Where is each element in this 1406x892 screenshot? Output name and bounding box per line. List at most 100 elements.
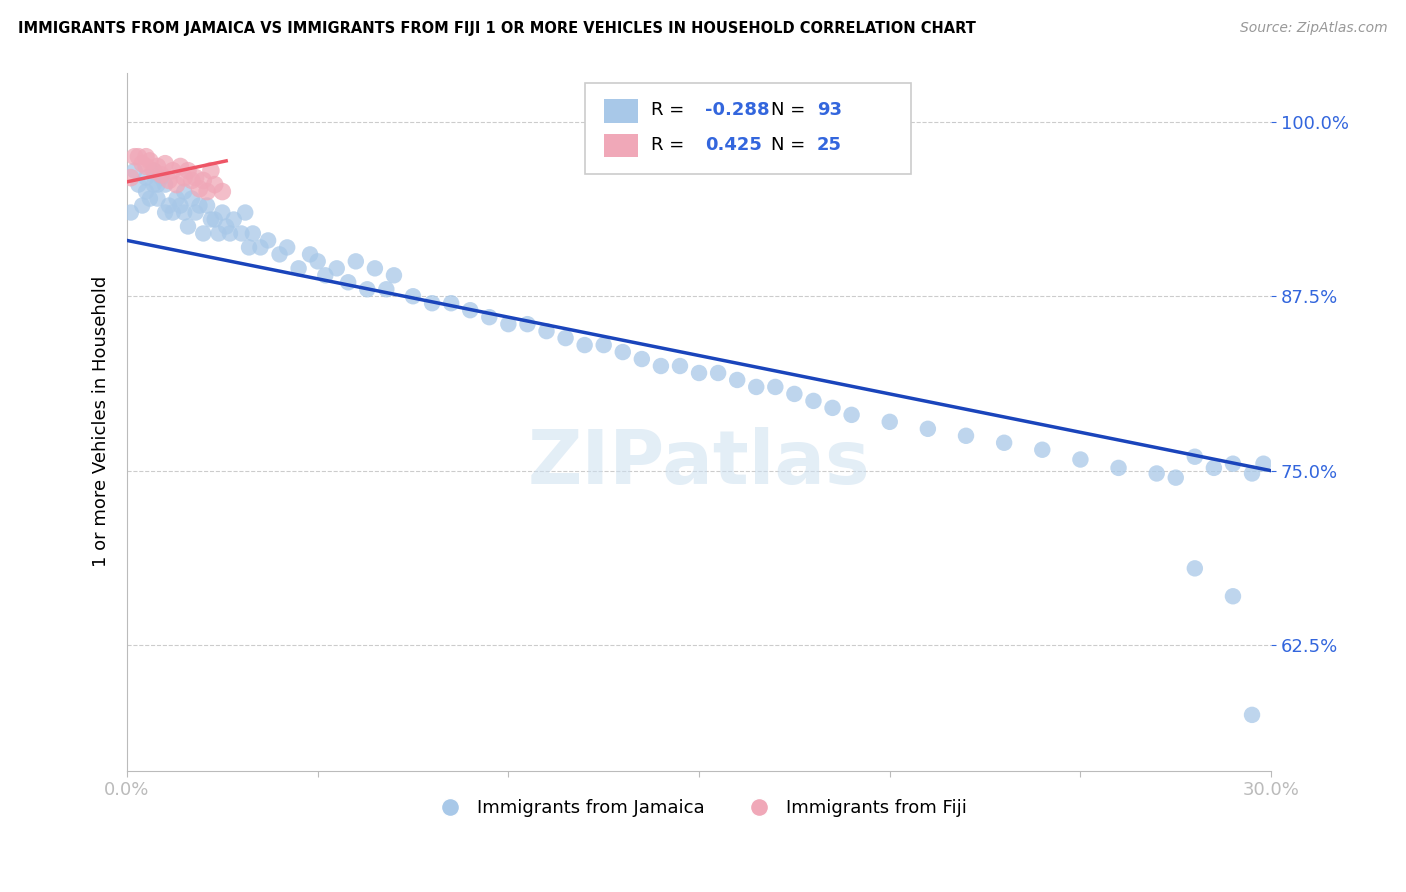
- Point: [440, 296, 463, 310]
- Bar: [605, 134, 638, 157]
- Point: [1108, 461, 1130, 475]
- Point: [276, 240, 298, 254]
- Point: [249, 240, 271, 254]
- Text: R =: R =: [651, 101, 690, 119]
- Point: [173, 170, 195, 185]
- Point: [169, 160, 191, 174]
- Point: [135, 150, 157, 164]
- Point: [803, 393, 825, 408]
- Point: [124, 150, 146, 164]
- Point: [139, 153, 162, 168]
- Point: [242, 227, 264, 241]
- Point: [184, 205, 207, 219]
- Point: [1240, 707, 1263, 722]
- Point: [592, 338, 614, 352]
- Text: -0.288: -0.288: [704, 101, 769, 119]
- Text: ZIPatlas: ZIPatlas: [527, 427, 870, 500]
- Point: [257, 234, 280, 248]
- Point: [420, 296, 443, 310]
- Point: [127, 178, 149, 192]
- Text: 25: 25: [817, 136, 842, 153]
- Point: [211, 205, 233, 219]
- Point: [195, 198, 218, 212]
- Point: [669, 359, 692, 373]
- Bar: [605, 99, 638, 122]
- Point: [554, 331, 576, 345]
- Point: [142, 178, 165, 192]
- Y-axis label: 1 or more Vehicles in Household: 1 or more Vehicles in Household: [93, 277, 110, 567]
- Point: [195, 185, 218, 199]
- Point: [238, 240, 260, 254]
- Point: [184, 170, 207, 185]
- Point: [204, 178, 226, 192]
- Point: [1146, 467, 1168, 481]
- Legend: Immigrants from Jamaica, Immigrants from Fiji: Immigrants from Jamaica, Immigrants from…: [425, 792, 974, 824]
- Point: [631, 352, 654, 367]
- Point: [173, 185, 195, 199]
- Point: [382, 268, 405, 283]
- Point: [146, 160, 169, 174]
- Point: [356, 282, 378, 296]
- Point: [200, 212, 222, 227]
- Text: 0.425: 0.425: [704, 136, 762, 153]
- Point: [200, 163, 222, 178]
- Point: [1222, 589, 1244, 603]
- Point: [157, 198, 180, 212]
- Point: [135, 185, 157, 199]
- Point: [135, 170, 157, 185]
- Point: [402, 289, 425, 303]
- Point: [498, 317, 520, 331]
- Point: [1184, 450, 1206, 464]
- Point: [879, 415, 901, 429]
- Point: [146, 192, 169, 206]
- Point: [207, 227, 229, 241]
- FancyBboxPatch shape: [585, 84, 911, 174]
- Point: [516, 317, 538, 331]
- Point: [139, 192, 162, 206]
- Point: [142, 163, 165, 178]
- Point: [173, 205, 195, 219]
- Text: Source: ZipAtlas.com: Source: ZipAtlas.com: [1240, 21, 1388, 35]
- Text: 93: 93: [817, 101, 842, 119]
- Point: [157, 173, 180, 187]
- Point: [364, 261, 387, 276]
- Point: [344, 254, 367, 268]
- Point: [162, 163, 184, 178]
- Point: [222, 212, 245, 227]
- Point: [193, 173, 215, 187]
- Point: [1069, 452, 1091, 467]
- Point: [231, 227, 253, 241]
- Point: [166, 178, 188, 192]
- Text: R =: R =: [651, 136, 690, 153]
- Point: [150, 170, 173, 185]
- Point: [1253, 457, 1275, 471]
- Point: [169, 198, 191, 212]
- Point: [1184, 561, 1206, 575]
- Point: [917, 422, 939, 436]
- Point: [177, 163, 200, 178]
- Point: [153, 157, 176, 171]
- Point: [166, 192, 188, 206]
- Point: [188, 182, 211, 196]
- Point: [153, 205, 176, 219]
- Point: [287, 261, 309, 276]
- Point: [131, 157, 153, 171]
- Point: [707, 366, 730, 380]
- Point: [215, 219, 238, 234]
- Point: [745, 380, 768, 394]
- Point: [120, 205, 142, 219]
- Point: [204, 212, 226, 227]
- Point: [688, 366, 710, 380]
- Point: [269, 247, 291, 261]
- Point: [307, 254, 329, 268]
- Point: [135, 160, 157, 174]
- Point: [180, 173, 202, 187]
- Point: [233, 205, 256, 219]
- Point: [1164, 470, 1187, 484]
- Point: [1222, 457, 1244, 471]
- Point: [612, 345, 634, 359]
- Point: [841, 408, 863, 422]
- Point: [131, 198, 153, 212]
- Point: [725, 373, 748, 387]
- Point: [955, 429, 977, 443]
